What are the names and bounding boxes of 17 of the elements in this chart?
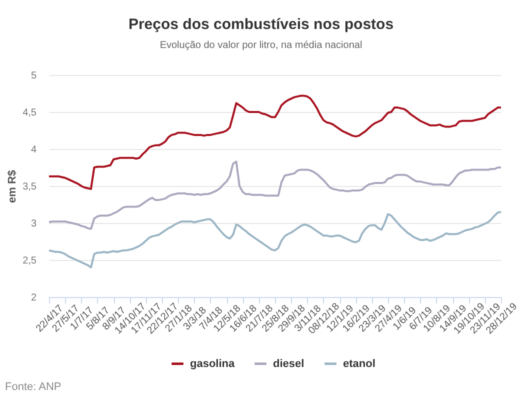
line-series [48, 160, 502, 230]
y-tick-label: 3 [30, 218, 37, 230]
legend-label: gasolina [190, 358, 236, 370]
source-note: Fonte: ANP [5, 381, 62, 393]
legend-label: etanol [343, 358, 376, 370]
y-tick-label: 3,5 [22, 182, 37, 192]
y-tick-label: 2 [30, 292, 37, 304]
y-tick-label: 4 [30, 144, 37, 156]
y-tick-label: 4,5 [22, 108, 37, 118]
y-tick-label: 5 [30, 70, 37, 82]
y-tick-label: 2,5 [22, 256, 37, 266]
legend-label: diesel [273, 358, 304, 370]
chart-title: Preços dos combustíveis nos postos [128, 16, 394, 33]
line-series [48, 94, 502, 190]
chart-subtitle: Evolução do valor por litro, na média nacional [160, 40, 362, 51]
y-axis-title: em R$ [6, 170, 19, 204]
line-series [48, 210, 502, 268]
